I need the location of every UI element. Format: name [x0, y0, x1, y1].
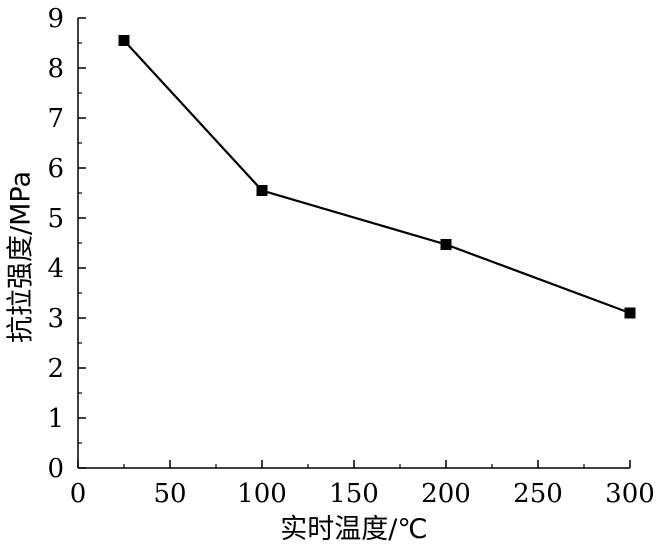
y-tick-label: 1 — [47, 404, 64, 434]
y-tick-label: 0 — [47, 454, 64, 484]
data-point-marker — [440, 239, 452, 250]
y-tick-label: 6 — [47, 154, 64, 184]
series-line — [123, 39, 631, 315]
y-tick-label: 3 — [47, 304, 64, 334]
y-tick-label: 7 — [47, 104, 64, 134]
axes — [77, 18, 630, 469]
data-point-marker — [624, 307, 636, 319]
y-tick-label: 2 — [47, 354, 64, 384]
x-tick-label: 50 — [153, 479, 186, 509]
y-ticks: 0 1 2 3 4 5 6 7 8 9 — [47, 4, 86, 484]
series-layer — [118, 35, 636, 319]
x-tick-label: 0 — [70, 479, 87, 509]
x-tick-label: 300 — [605, 479, 655, 509]
x-tick-label: 150 — [329, 479, 379, 509]
x-tick-label: 100 — [237, 479, 287, 509]
x-tick-label: 250 — [513, 479, 563, 509]
x-tick-label: 200 — [421, 479, 471, 509]
data-point-marker — [256, 185, 268, 196]
y-tick-label: 4 — [47, 254, 64, 284]
x-axis-title: 实时温度/℃ — [280, 514, 427, 545]
y-tick-label: 5 — [47, 204, 64, 234]
y-axis-title: 抗拉强度/MPa — [6, 171, 37, 343]
y-tick-label: 8 — [47, 54, 64, 84]
data-point-marker — [118, 35, 130, 46]
y-tick-label: 9 — [47, 4, 64, 34]
x-ticks: 0 50 100 150 200 250 300 — [70, 460, 655, 509]
